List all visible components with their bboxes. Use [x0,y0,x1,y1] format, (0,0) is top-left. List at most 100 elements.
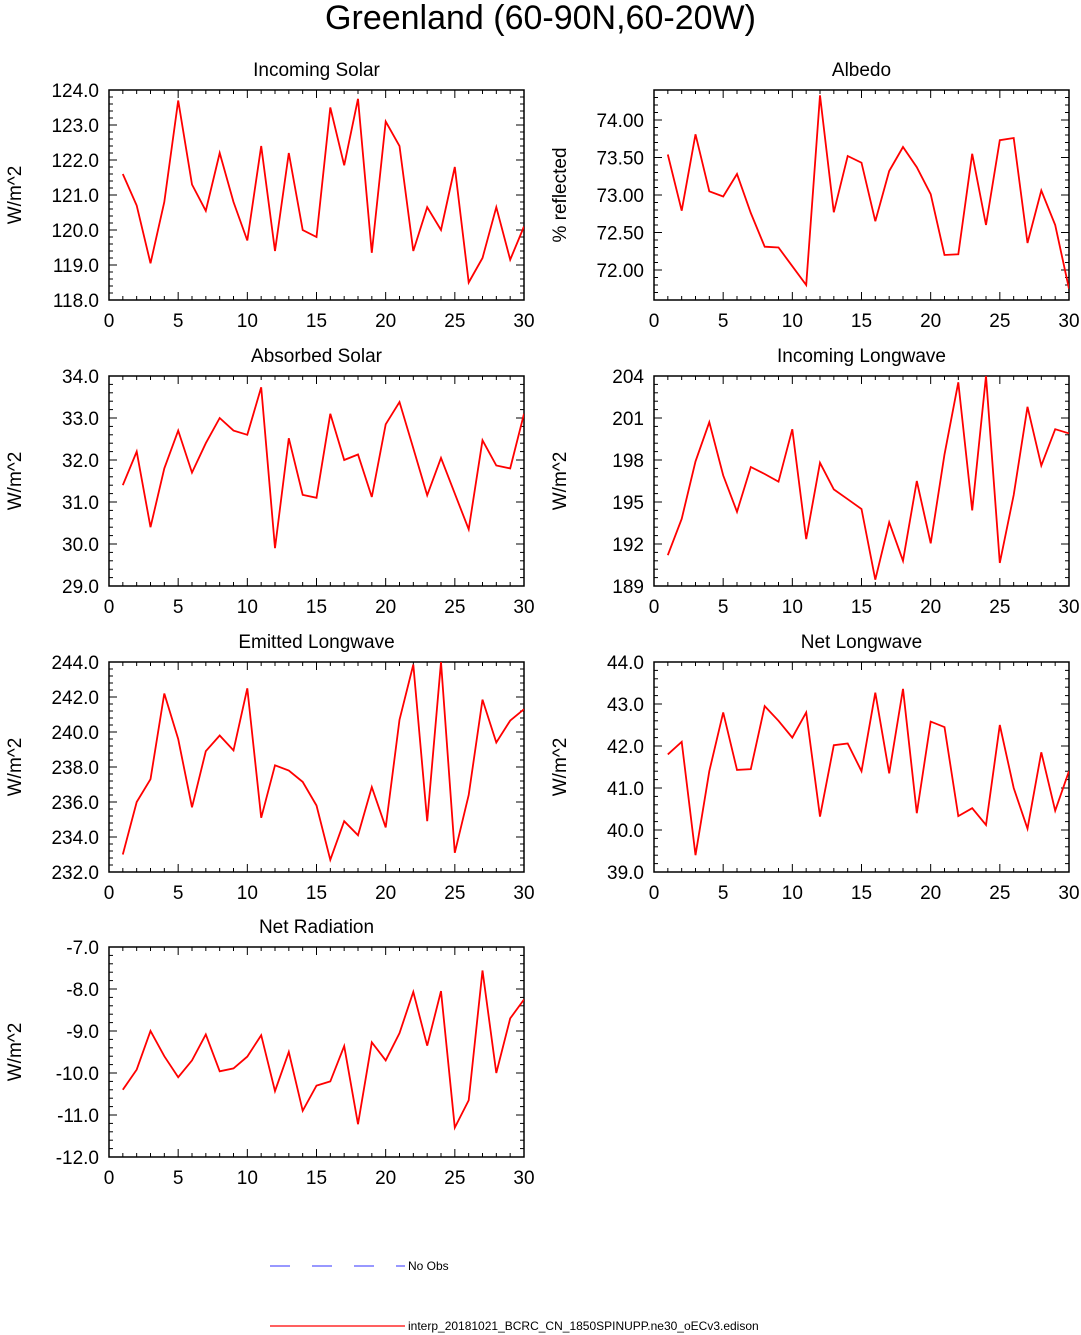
y-tick-label: 33.0 [62,409,99,430]
series-line [666,95,1069,289]
y-tick-label: 192 [612,535,644,556]
y-tick-label: 30.0 [62,535,99,556]
x-tick-label: 15 [306,883,327,904]
x-tick-label: 5 [173,311,184,332]
x-tick-label: 5 [173,1168,184,1189]
x-tick-label: 0 [104,597,115,618]
x-tick-label: 0 [649,311,660,332]
figure-title: Greenland (60-90N,60-20W) [325,0,756,37]
y-tick-label: 120.0 [51,221,99,242]
x-tick-label: 25 [444,883,465,904]
y-tick-label: 121.0 [51,186,99,207]
x-tick-label: 10 [782,311,803,332]
panel-title: Emitted Longwave [238,632,394,653]
x-tick-label: 30 [513,311,534,332]
y-tick-label: 40.0 [607,821,644,842]
y-tick-label: -9.0 [66,1022,99,1043]
y-tick-label: 31.0 [62,493,99,514]
y-tick-label: 234.0 [51,828,99,849]
panel-title: Incoming Longwave [777,346,946,367]
y-tick-label: 123.0 [51,116,99,137]
y-tick-label: 238.0 [51,758,99,779]
y-axis-label: % reflected [550,147,571,242]
plot-frame [653,375,1070,587]
y-tick-label: 204 [612,367,644,388]
y-tick-label: -12.0 [56,1148,99,1169]
x-tick-label: 30 [513,597,534,618]
y-tick-label: 236.0 [51,793,99,814]
plot-frame [108,89,525,301]
x-tick-label: 15 [306,1168,327,1189]
panel-title: Incoming Solar [253,60,380,81]
x-tick-label: 5 [718,311,729,332]
y-tick-label: 43.0 [607,695,644,716]
x-tick-label: 25 [989,883,1010,904]
x-tick-label: 0 [104,883,115,904]
panel-title: Net Radiation [259,917,374,938]
y-tick-label: 32.0 [62,451,99,472]
x-tick-label: 15 [306,597,327,618]
x-tick-label: 30 [513,883,534,904]
x-tick-label: 10 [782,883,803,904]
x-tick-label: 25 [989,311,1010,332]
x-tick-label: 5 [173,883,184,904]
series-line [121,98,524,286]
x-tick-label: 30 [513,1168,534,1189]
x-tick-label: 10 [782,597,803,618]
series-line [121,387,524,549]
y-axis-label: W/m^2 [5,1023,26,1082]
x-tick-label: 25 [444,311,465,332]
plot-frame [108,661,525,873]
x-tick-label: 15 [851,597,872,618]
x-tick-label: 5 [718,883,729,904]
y-tick-label: 72.00 [596,261,644,282]
y-tick-label: 34.0 [62,367,99,388]
chart-panel: Incoming Longwave W/m^2 0 5 10 15 20 25 30 189 192… [550,346,1080,618]
x-tick-label: 20 [920,311,941,332]
chart-panel: Incoming Solar W/m^2 0 5 10 15 20 25 30 118.0 119.… [5,60,535,332]
plot-frame [108,375,525,587]
x-tick-label: 5 [718,597,729,618]
y-tick-label: 122.0 [51,151,99,172]
y-tick-label: 124.0 [51,81,99,102]
y-tick-label: 189 [612,577,644,598]
y-axis-label: W/m^2 [5,166,26,225]
series-line [666,376,1069,580]
x-tick-label: 20 [920,597,941,618]
x-tick-label: 10 [237,1168,258,1189]
y-tick-label: 195 [612,493,644,514]
y-tick-label: -7.0 [66,938,99,959]
x-tick-label: 15 [851,883,872,904]
x-tick-label: 30 [1058,597,1079,618]
chart-panel: Net Radiation W/m^2 0 5 10 15 20 25 30 -12.0 -11.0… [5,917,535,1189]
y-axis-label: W/m^2 [550,738,571,797]
y-tick-label: 41.0 [607,779,644,800]
y-tick-label: 198 [612,451,644,472]
x-tick-label: 0 [649,597,660,618]
x-tick-label: 10 [237,597,258,618]
y-tick-label: 242.0 [51,688,99,709]
panel-title: Net Longwave [801,632,922,653]
x-tick-label: 10 [237,883,258,904]
y-tick-label: 72.50 [596,224,644,245]
chart-panel: Emitted Longwave W/m^2 0 5 10 15 20 25 30 232.0 23… [5,632,535,904]
chart-panel: Net Longwave W/m^2 0 5 10 15 20 25 30 39.0 40.0 41.… [550,632,1080,904]
x-tick-label: 0 [104,311,115,332]
chart-panel: Albedo % reflected 0 5 10 15 20 25 30 72.00 72.50 7… [550,60,1080,332]
y-tick-label: 201 [612,409,644,430]
y-tick-label: 118.0 [53,291,99,312]
x-tick-label: 20 [375,311,396,332]
y-tick-label: 232.0 [51,863,99,884]
x-tick-label: 0 [649,883,660,904]
panel-title: Absorbed Solar [251,346,383,367]
x-tick-label: 20 [375,597,396,618]
y-tick-label: 73.50 [596,149,644,170]
y-tick-label: 29.0 [62,577,99,598]
y-tick-label: 44.0 [607,653,644,674]
x-tick-label: 0 [104,1168,115,1189]
series-line [122,970,524,1131]
x-tick-label: 25 [444,597,465,618]
x-tick-label: 20 [920,883,941,904]
panel-title: Albedo [832,60,891,81]
